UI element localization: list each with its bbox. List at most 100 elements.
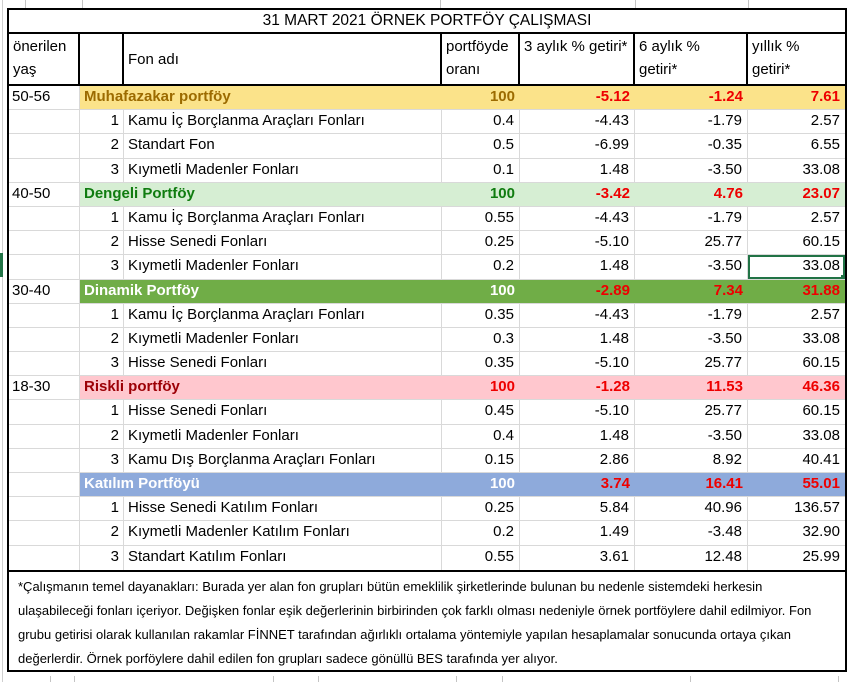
fund-name-cell[interactable]: Hisse Senedi Fonları bbox=[124, 352, 442, 376]
col-header-1y-return[interactable]: yıllık % getiri* bbox=[752, 38, 800, 78]
fund-number-cell[interactable]: 3 bbox=[80, 158, 124, 182]
age-group-cell[interactable] bbox=[9, 303, 80, 327]
fund-1y-return-cell[interactable]: 33.08 bbox=[802, 329, 840, 347]
col-header-number[interactable] bbox=[80, 34, 124, 84]
fund-weight-cell[interactable]: 0.55 bbox=[442, 206, 520, 231]
col-header-6m-return[interactable]: 6 aylık % getiri* bbox=[635, 34, 748, 84]
fund-name-cell[interactable]: Kamu Dış Borçlanma Araçları Fonları bbox=[124, 448, 442, 472]
fund-weight-cell[interactable]: 0.4 bbox=[442, 424, 520, 448]
group-1y-return-cell[interactable]: 55.01 bbox=[748, 473, 845, 497]
fund-1y-return-cell[interactable]: 136.57 bbox=[794, 499, 840, 517]
group-weight-cell[interactable]: 100 bbox=[442, 376, 520, 400]
fund-weight-cell[interactable]: 0.15 bbox=[442, 448, 520, 472]
fund-6m-return-cell[interactable]: -1.79 bbox=[635, 303, 748, 327]
age-group-cell[interactable] bbox=[9, 255, 80, 279]
group-name-cell[interactable]: Dengeli Portföy bbox=[80, 182, 442, 206]
fund-weight-cell[interactable]: 0.4 bbox=[442, 110, 520, 134]
fund-name-cell[interactable]: Kıymetli Madenler Fonları bbox=[124, 255, 442, 279]
fund-1y-return-cell[interactable]: 25.99 bbox=[802, 547, 840, 565]
fund-name-cell[interactable]: Kıymetli Madenler Fonları bbox=[124, 158, 442, 182]
fund-name-cell[interactable]: Kamu İç Borçlanma Araçları Fonları bbox=[124, 206, 442, 231]
fund-name-cell[interactable]: Kıymetli Madenler Fonları bbox=[124, 327, 442, 352]
fund-weight-cell[interactable]: 0.35 bbox=[442, 303, 520, 327]
group-6m-return-cell[interactable]: 16.41 bbox=[635, 473, 748, 497]
age-group-cell[interactable] bbox=[9, 327, 80, 352]
group-name-cell[interactable]: Riskli portföy bbox=[80, 376, 442, 400]
age-group-cell[interactable] bbox=[9, 424, 80, 448]
group-3m-return-cell[interactable]: -3.42 bbox=[520, 182, 635, 206]
fund-6m-return-cell[interactable]: -3.48 bbox=[635, 521, 748, 545]
age-group-cell[interactable] bbox=[9, 448, 80, 472]
fund-number-cell[interactable]: 3 bbox=[80, 545, 124, 570]
fund-number-cell[interactable]: 1 bbox=[80, 110, 124, 134]
fund-6m-return-cell[interactable]: -3.50 bbox=[635, 158, 748, 182]
fund-6m-return-cell[interactable]: 25.77 bbox=[635, 231, 748, 255]
age-group-cell[interactable]: 30-40 bbox=[9, 279, 80, 303]
fund-number-cell[interactable]: 2 bbox=[80, 327, 124, 352]
fund-weight-cell[interactable]: 0.25 bbox=[442, 497, 520, 521]
col-header-3m-return[interactable]: 3 aylık % getiri* bbox=[520, 34, 635, 84]
fund-6m-return-cell[interactable]: -1.79 bbox=[635, 206, 748, 231]
fund-name-cell[interactable]: Kamu İç Borçlanma Araçları Fonları bbox=[124, 110, 442, 134]
fund-6m-return-cell[interactable]: -3.50 bbox=[635, 327, 748, 352]
age-group-cell[interactable] bbox=[9, 231, 80, 255]
fund-weight-cell[interactable]: 0.25 bbox=[442, 231, 520, 255]
group-name-cell[interactable]: Dinamik Portföy bbox=[80, 279, 442, 303]
fund-3m-return-cell[interactable]: 1.48 bbox=[520, 327, 635, 352]
col-header-age-group[interactable]: önerilen yaş grubu bbox=[9, 34, 80, 84]
fund-1y-return-cell[interactable]: 60.15 bbox=[802, 233, 840, 251]
group-3m-return-cell[interactable]: -1.28 bbox=[520, 376, 635, 400]
age-group-cell[interactable] bbox=[9, 521, 80, 545]
fund-3m-return-cell[interactable]: 1.48 bbox=[520, 424, 635, 448]
fund-weight-cell[interactable]: 0.55 bbox=[442, 545, 520, 570]
age-group-cell[interactable]: 18-30 bbox=[9, 376, 80, 400]
fund-name-cell[interactable]: Standart Katılım Fonları bbox=[124, 545, 442, 570]
fund-6m-return-cell[interactable]: -1.79 bbox=[635, 110, 748, 134]
group-weight-cell[interactable]: 100 bbox=[442, 86, 520, 110]
group-1y-return-cell[interactable]: 7.61 bbox=[748, 86, 845, 110]
fund-3m-return-cell[interactable]: -4.43 bbox=[520, 303, 635, 327]
fund-6m-return-cell[interactable]: -3.50 bbox=[635, 255, 748, 279]
fund-weight-cell[interactable]: 0.35 bbox=[442, 352, 520, 376]
group-name-cell[interactable]: Katılım Portföyü bbox=[80, 473, 442, 497]
age-group-cell[interactable] bbox=[9, 158, 80, 182]
fund-6m-return-cell[interactable]: -0.35 bbox=[635, 134, 748, 158]
fund-name-cell[interactable]: Hisse Senedi Fonları bbox=[124, 231, 442, 255]
fund-1y-return-cell[interactable]: 40.41 bbox=[802, 450, 840, 468]
fund-3m-return-cell[interactable]: 3.61 bbox=[520, 545, 635, 570]
fund-number-cell[interactable]: 3 bbox=[80, 352, 124, 376]
fund-name-cell[interactable]: Kamu İç Borçlanma Araçları Fonları bbox=[124, 303, 442, 327]
group-1y-return-cell[interactable]: 31.88 bbox=[748, 279, 845, 303]
age-group-cell[interactable] bbox=[9, 134, 80, 158]
group-1y-return-cell[interactable]: 46.36 bbox=[748, 376, 845, 400]
sheet-title[interactable]: 31 MART 2021 ÖRNEK PORTFÖY ÇALIŞMASI bbox=[9, 10, 845, 34]
fund-name-cell[interactable]: Hisse Senedi Fonları bbox=[124, 400, 442, 424]
fund-6m-return-cell[interactable]: 12.48 bbox=[635, 545, 748, 570]
age-group-cell[interactable]: 40-50 bbox=[9, 182, 80, 206]
group-6m-return-cell[interactable]: 4.76 bbox=[635, 182, 748, 206]
fund-3m-return-cell[interactable]: 1.49 bbox=[520, 521, 635, 545]
group-3m-return-cell[interactable]: -2.89 bbox=[520, 279, 635, 303]
selected-cell[interactable]: 33.08 bbox=[748, 255, 845, 279]
fund-weight-cell[interactable]: 0.45 bbox=[442, 400, 520, 424]
group-weight-cell[interactable]: 100 bbox=[442, 279, 520, 303]
fund-1y-return-cell[interactable]: 33.08 bbox=[802, 160, 840, 178]
group-weight-cell[interactable]: 100 bbox=[442, 473, 520, 497]
fund-weight-cell[interactable]: 0.2 bbox=[442, 255, 520, 279]
fund-6m-return-cell[interactable]: -3.50 bbox=[635, 424, 748, 448]
fund-3m-return-cell[interactable]: -4.43 bbox=[520, 206, 635, 231]
fund-1y-return-cell[interactable]: 2.57 bbox=[810, 112, 840, 130]
fund-number-cell[interactable]: 3 bbox=[80, 448, 124, 472]
group-3m-return-cell[interactable]: 3.74 bbox=[520, 473, 635, 497]
age-group-cell[interactable] bbox=[9, 110, 80, 134]
fund-3m-return-cell[interactable]: -4.43 bbox=[520, 110, 635, 134]
fund-1y-return-cell[interactable]: 60.15 bbox=[802, 354, 840, 372]
fund-3m-return-cell[interactable]: -5.10 bbox=[520, 400, 635, 424]
fund-number-cell[interactable]: 3 bbox=[80, 255, 124, 279]
fund-1y-return-cell[interactable]: 2.57 bbox=[810, 208, 840, 226]
fund-name-cell[interactable]: Kıymetli Madenler Fonları bbox=[124, 424, 442, 448]
age-group-cell[interactable] bbox=[9, 400, 80, 424]
fund-weight-cell[interactable]: 0.2 bbox=[442, 521, 520, 545]
fund-6m-return-cell[interactable]: 8.92 bbox=[635, 448, 748, 472]
fund-1y-return-cell[interactable]: 32.90 bbox=[802, 523, 840, 541]
